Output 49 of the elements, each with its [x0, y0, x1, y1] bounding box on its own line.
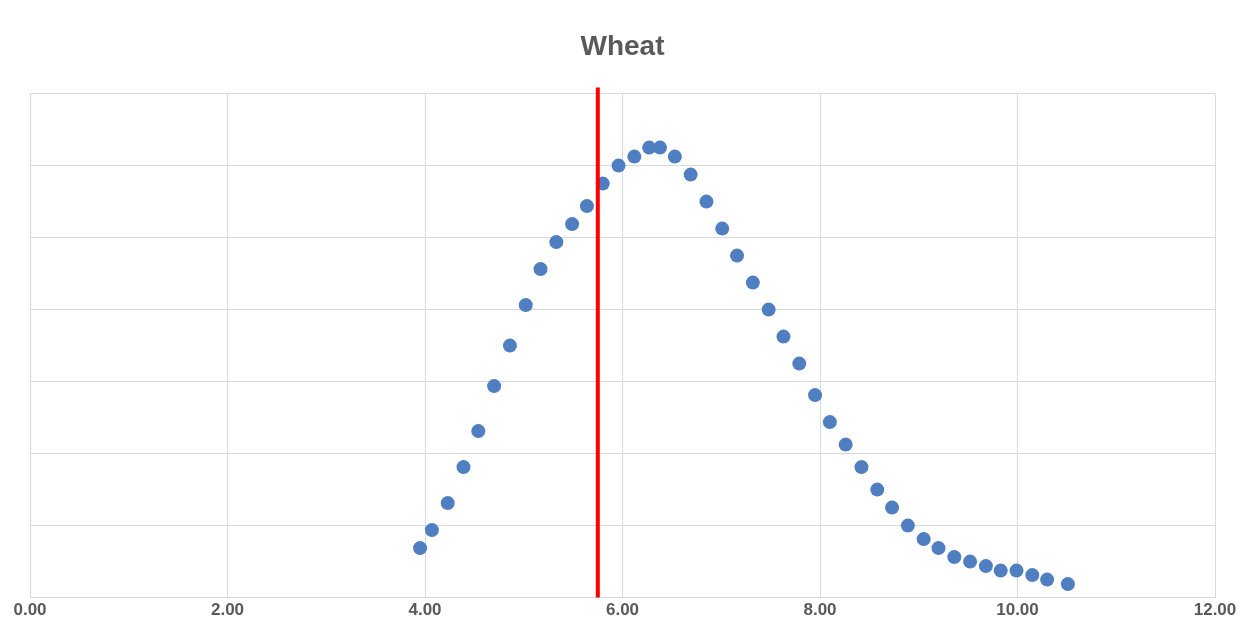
point [838, 437, 853, 452]
point [471, 424, 486, 439]
point [502, 338, 517, 353]
point [683, 167, 698, 182]
point [1060, 577, 1075, 592]
chart-title: Wheat [580, 29, 665, 61]
point [487, 379, 502, 394]
point [822, 415, 837, 430]
point [611, 158, 626, 173]
point [1025, 568, 1040, 583]
point [1009, 563, 1024, 578]
point [653, 140, 668, 155]
point [440, 496, 455, 511]
point [931, 541, 946, 556]
point [1040, 572, 1055, 587]
point [424, 523, 439, 538]
point [870, 482, 885, 497]
point [715, 221, 730, 236]
point [456, 460, 471, 475]
x-tick-label: 6.00 [605, 600, 640, 620]
point [947, 550, 962, 565]
point [776, 329, 791, 344]
point [565, 217, 580, 232]
point [963, 554, 978, 569]
point [761, 302, 776, 317]
point [699, 194, 714, 209]
point [745, 275, 760, 290]
point [579, 199, 594, 214]
x-tick-label: 0.00 [13, 600, 47, 620]
point [549, 235, 564, 250]
point [808, 388, 823, 403]
point [792, 356, 807, 371]
point [518, 298, 533, 313]
point [627, 149, 642, 164]
point [900, 518, 915, 533]
point [667, 149, 682, 164]
point [993, 563, 1008, 578]
x-tick-label: 2.00 [210, 600, 245, 620]
x-tick-label: 4.00 [408, 600, 442, 620]
point [730, 248, 745, 263]
point [854, 460, 869, 475]
x-tick-label: 8.00 [803, 600, 837, 620]
point [533, 262, 548, 277]
x-tick-label: 12.00 [1193, 600, 1237, 620]
point [916, 532, 931, 547]
point [885, 500, 900, 515]
point [413, 541, 428, 556]
point [978, 559, 993, 574]
x-tick-label: 10.00 [996, 600, 1039, 620]
